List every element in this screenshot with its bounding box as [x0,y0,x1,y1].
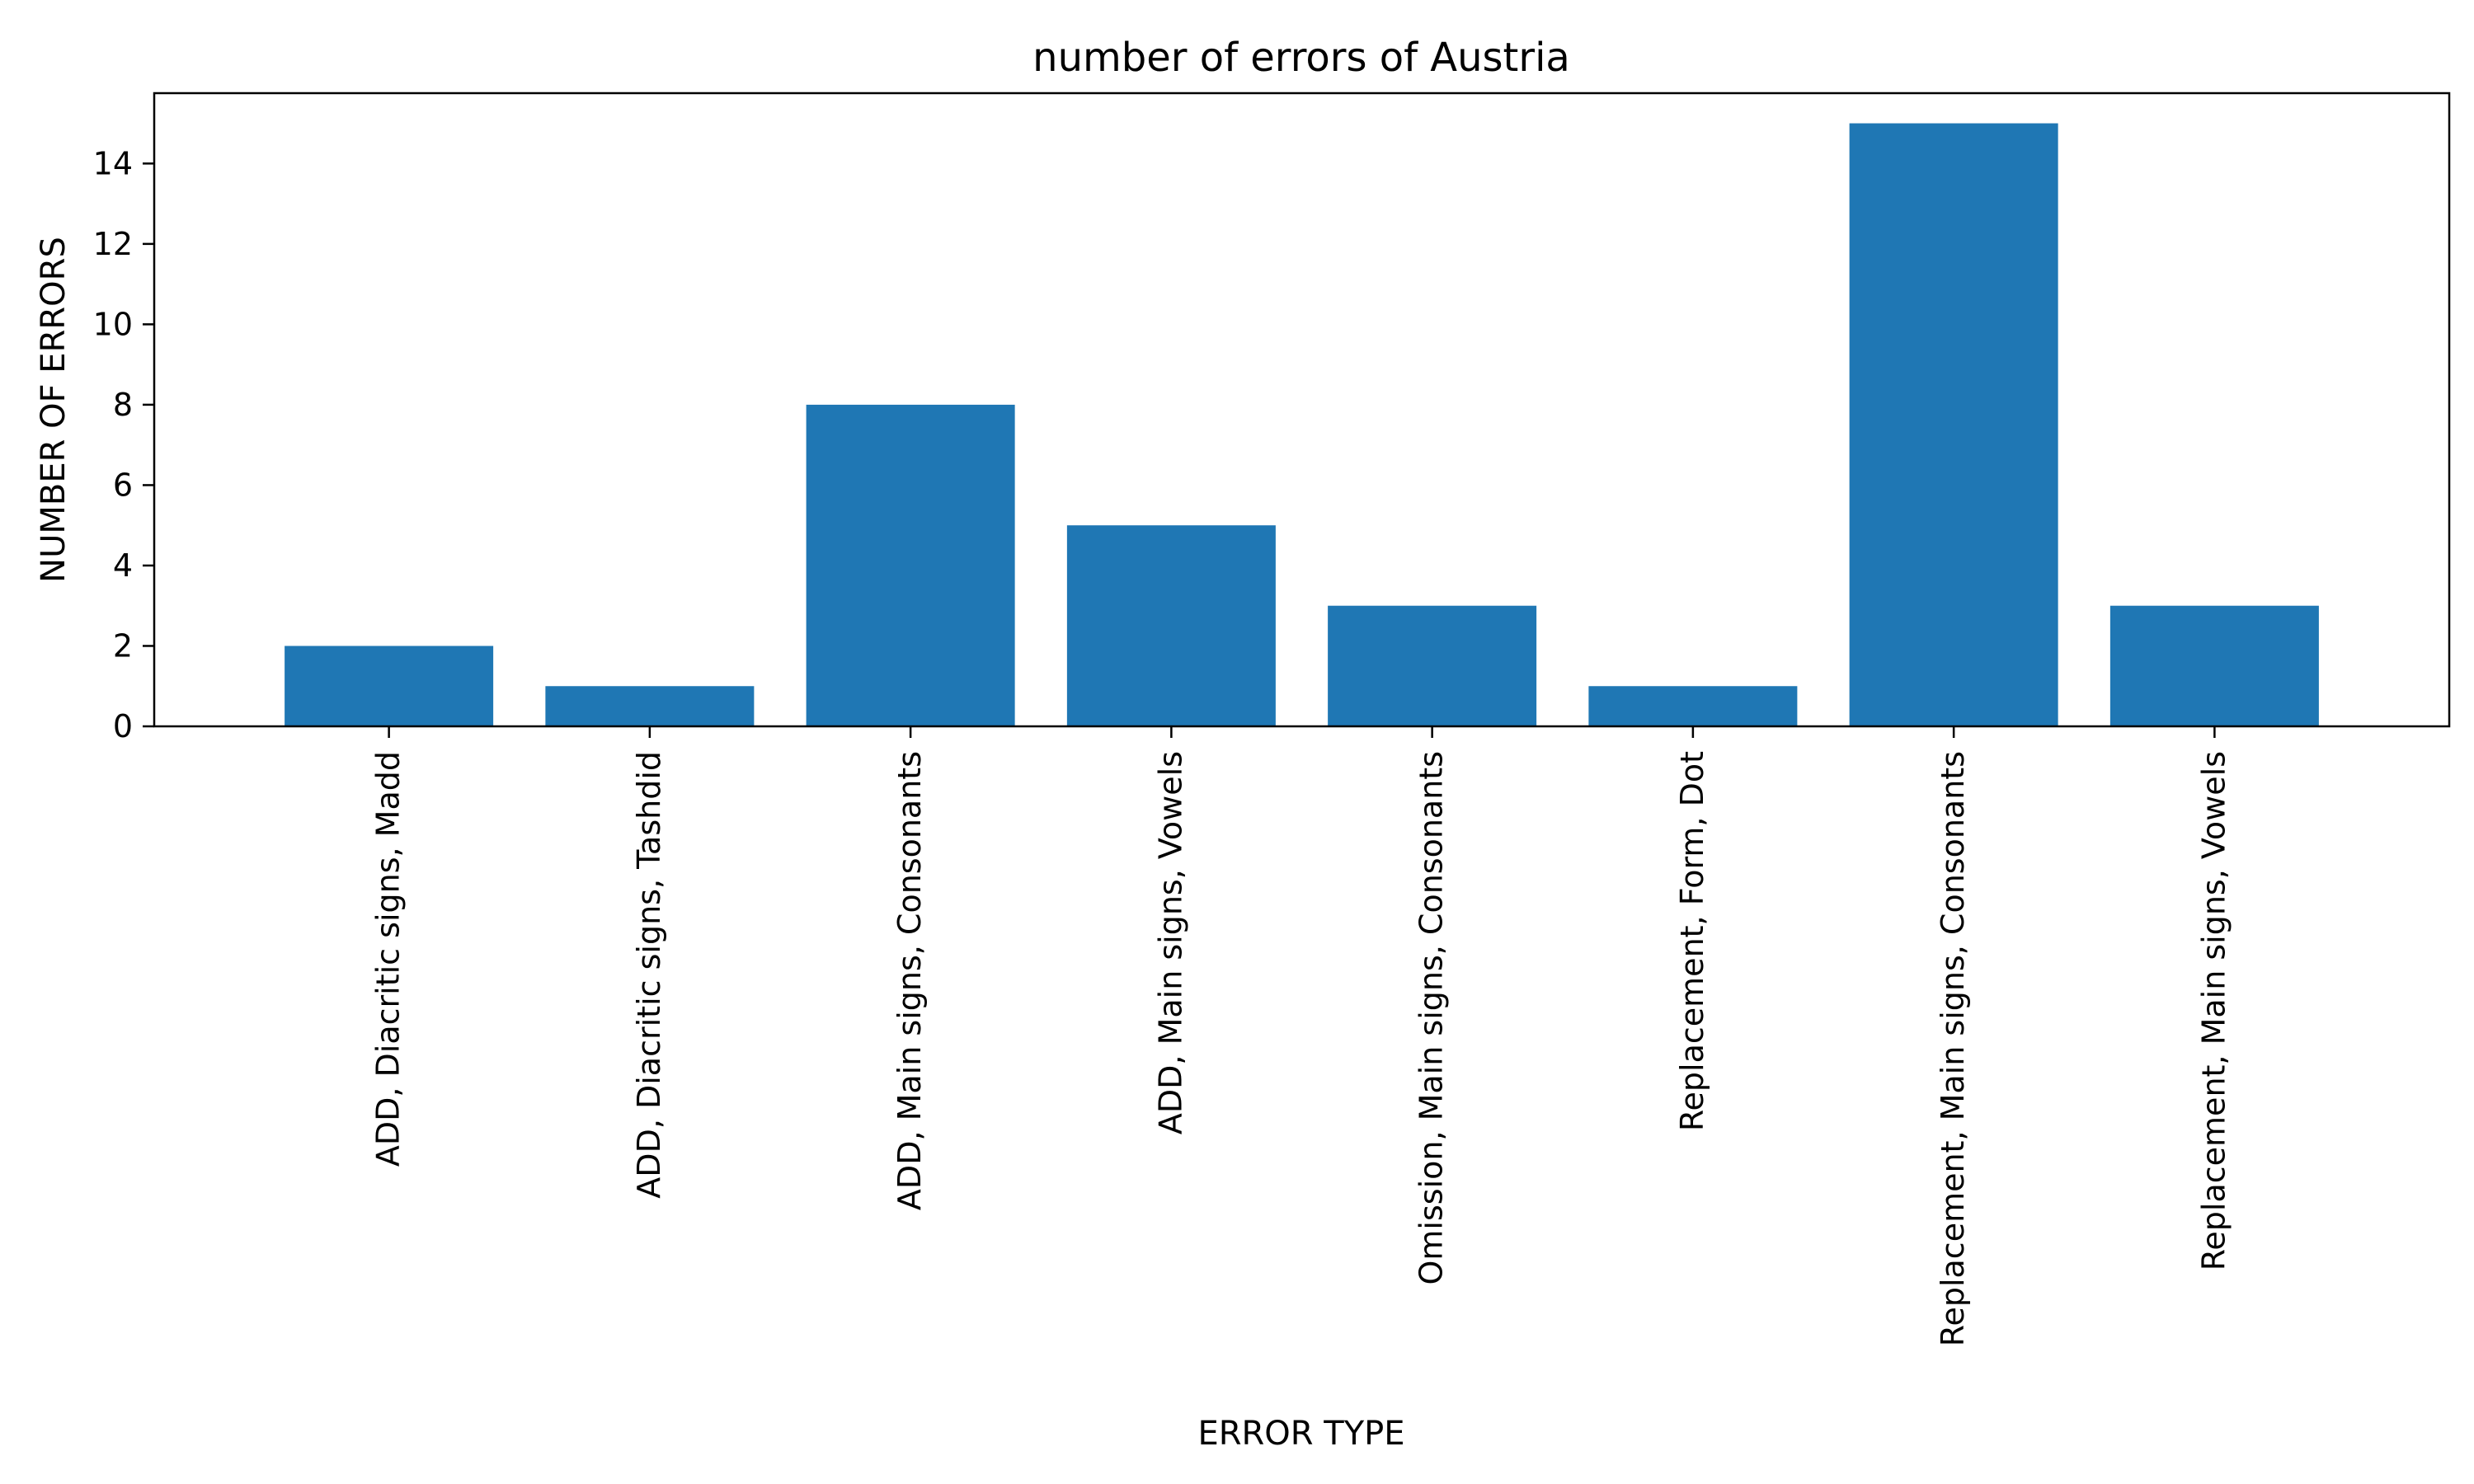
bar-7 [1849,123,2058,727]
x-tick-label-3: ADD, Main signs, Consonants [891,751,928,1210]
y-axis-ticks: 0 2 4 6 8 10 12 14 [93,145,154,744]
x-tick-label-5: Omission, Main signs, Consonants [1413,751,1450,1285]
x-tick-label-6: Replacement, Form, Dot [1674,751,1710,1131]
x-tick-label-1: ADD, Diacritic signs, Madd [370,751,407,1167]
x-axis-ticks: ADD, Diacritic signs, Madd ADD, Diacritic… [370,726,2232,1346]
y-tick-label-10: 10 [93,306,133,342]
bar-1 [285,646,494,726]
x-tick-label-2: ADD, Diacritic signs, Tashdid [631,751,667,1199]
bar-6 [1588,686,1798,726]
bar-5 [1328,605,1537,726]
x-tick-label-4: ADD, Main signs, Vowels [1152,751,1188,1134]
y-tick-label-2: 2 [113,627,133,664]
bars-group [285,123,2319,727]
y-tick-label-8: 8 [113,387,133,423]
chart-title: number of errors of Austria [1032,35,1570,81]
y-axis-label: NUMBER OF ERRORS [35,237,73,583]
x-tick-label-7: Replacement, Main signs, Consonants [1935,751,1971,1346]
bar-3 [806,404,1015,726]
y-tick-label-12: 12 [93,226,133,262]
bar-4 [1066,525,1276,726]
y-tick-label-4: 4 [113,547,133,584]
y-tick-label-6: 6 [113,467,133,503]
bar-2 [545,686,755,726]
x-tick-label-8: Replacement, Main signs, Vowels [2195,751,2232,1270]
y-tick-label-0: 0 [113,708,133,744]
x-axis-label: ERROR TYPE [1197,1415,1404,1453]
y-tick-label-14: 14 [93,145,133,181]
bar-8 [2109,605,2319,726]
plot-area-frame [153,92,2451,728]
